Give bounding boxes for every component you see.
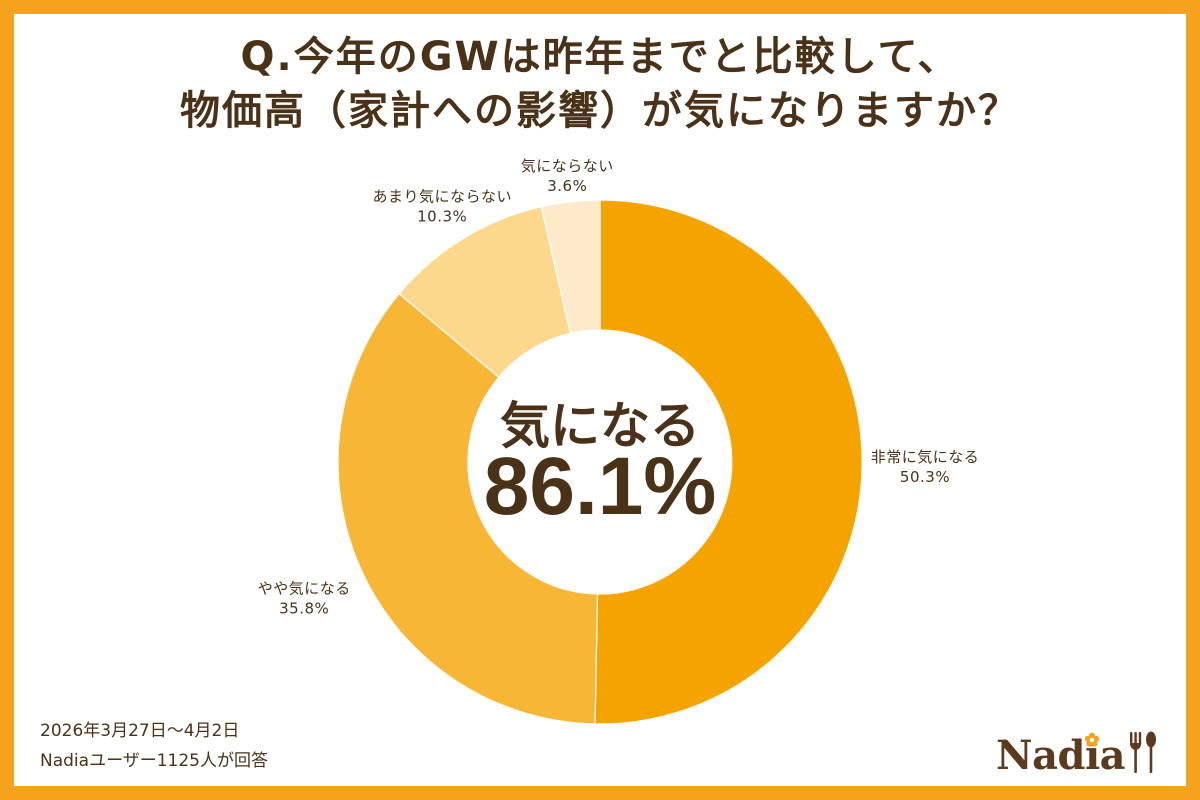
segment-somewhat-concerned (337, 292, 599, 725)
segment-category-label: 非常に気になる (871, 448, 980, 466)
segment-category-label: あまり気にならない (372, 188, 512, 206)
segment-value-label: 50.3% (900, 468, 950, 486)
fork-spoon-icon (1130, 731, 1157, 773)
flower-icon (1084, 732, 1100, 747)
segment-very-concerned (594, 199, 863, 725)
segment-label: 非常に気になる 50.3% (871, 448, 980, 486)
title-line-2: 物価高（家計への影響）が気になりますか？ (180, 88, 1020, 134)
segment-label: 気にならない 3.6% (521, 157, 614, 195)
segment-value-label: 35.8% (279, 600, 329, 618)
survey-respondents: Nadiaユーザー1125人が回答 (40, 751, 268, 771)
segment-label: あまり気にならない 10.3% (372, 188, 512, 226)
center-label: 気になる (500, 397, 700, 455)
title-line-1: Q.今年のGWは昨年までと比較して、 (240, 34, 960, 80)
segment-category-label: 気にならない (521, 157, 614, 175)
survey-period: 2026年3月27日～4月2日 (40, 721, 240, 741)
segment-label: やや気になる 35.8% (258, 580, 351, 618)
logo-wordmark: Nadia (996, 732, 1126, 779)
segment-not-concerned (540, 199, 601, 335)
segment-value-label: 10.3% (417, 208, 467, 226)
segment-category-label: やや気になる (258, 580, 351, 598)
nadia-logo: Nadia (996, 722, 1159, 778)
segment-value-label: 3.6% (547, 177, 587, 195)
center-total-value: 86.1% (483, 441, 717, 532)
logo-text: Nadia (996, 732, 1126, 779)
survey-footnote: 2026年3月27日～4月2日 Nadiaユーザー1125人が回答 (40, 716, 268, 776)
chart-title: Q.今年のGWは昨年までと比較して、 物価高（家計への影響）が気になりますか？ (0, 30, 1200, 138)
